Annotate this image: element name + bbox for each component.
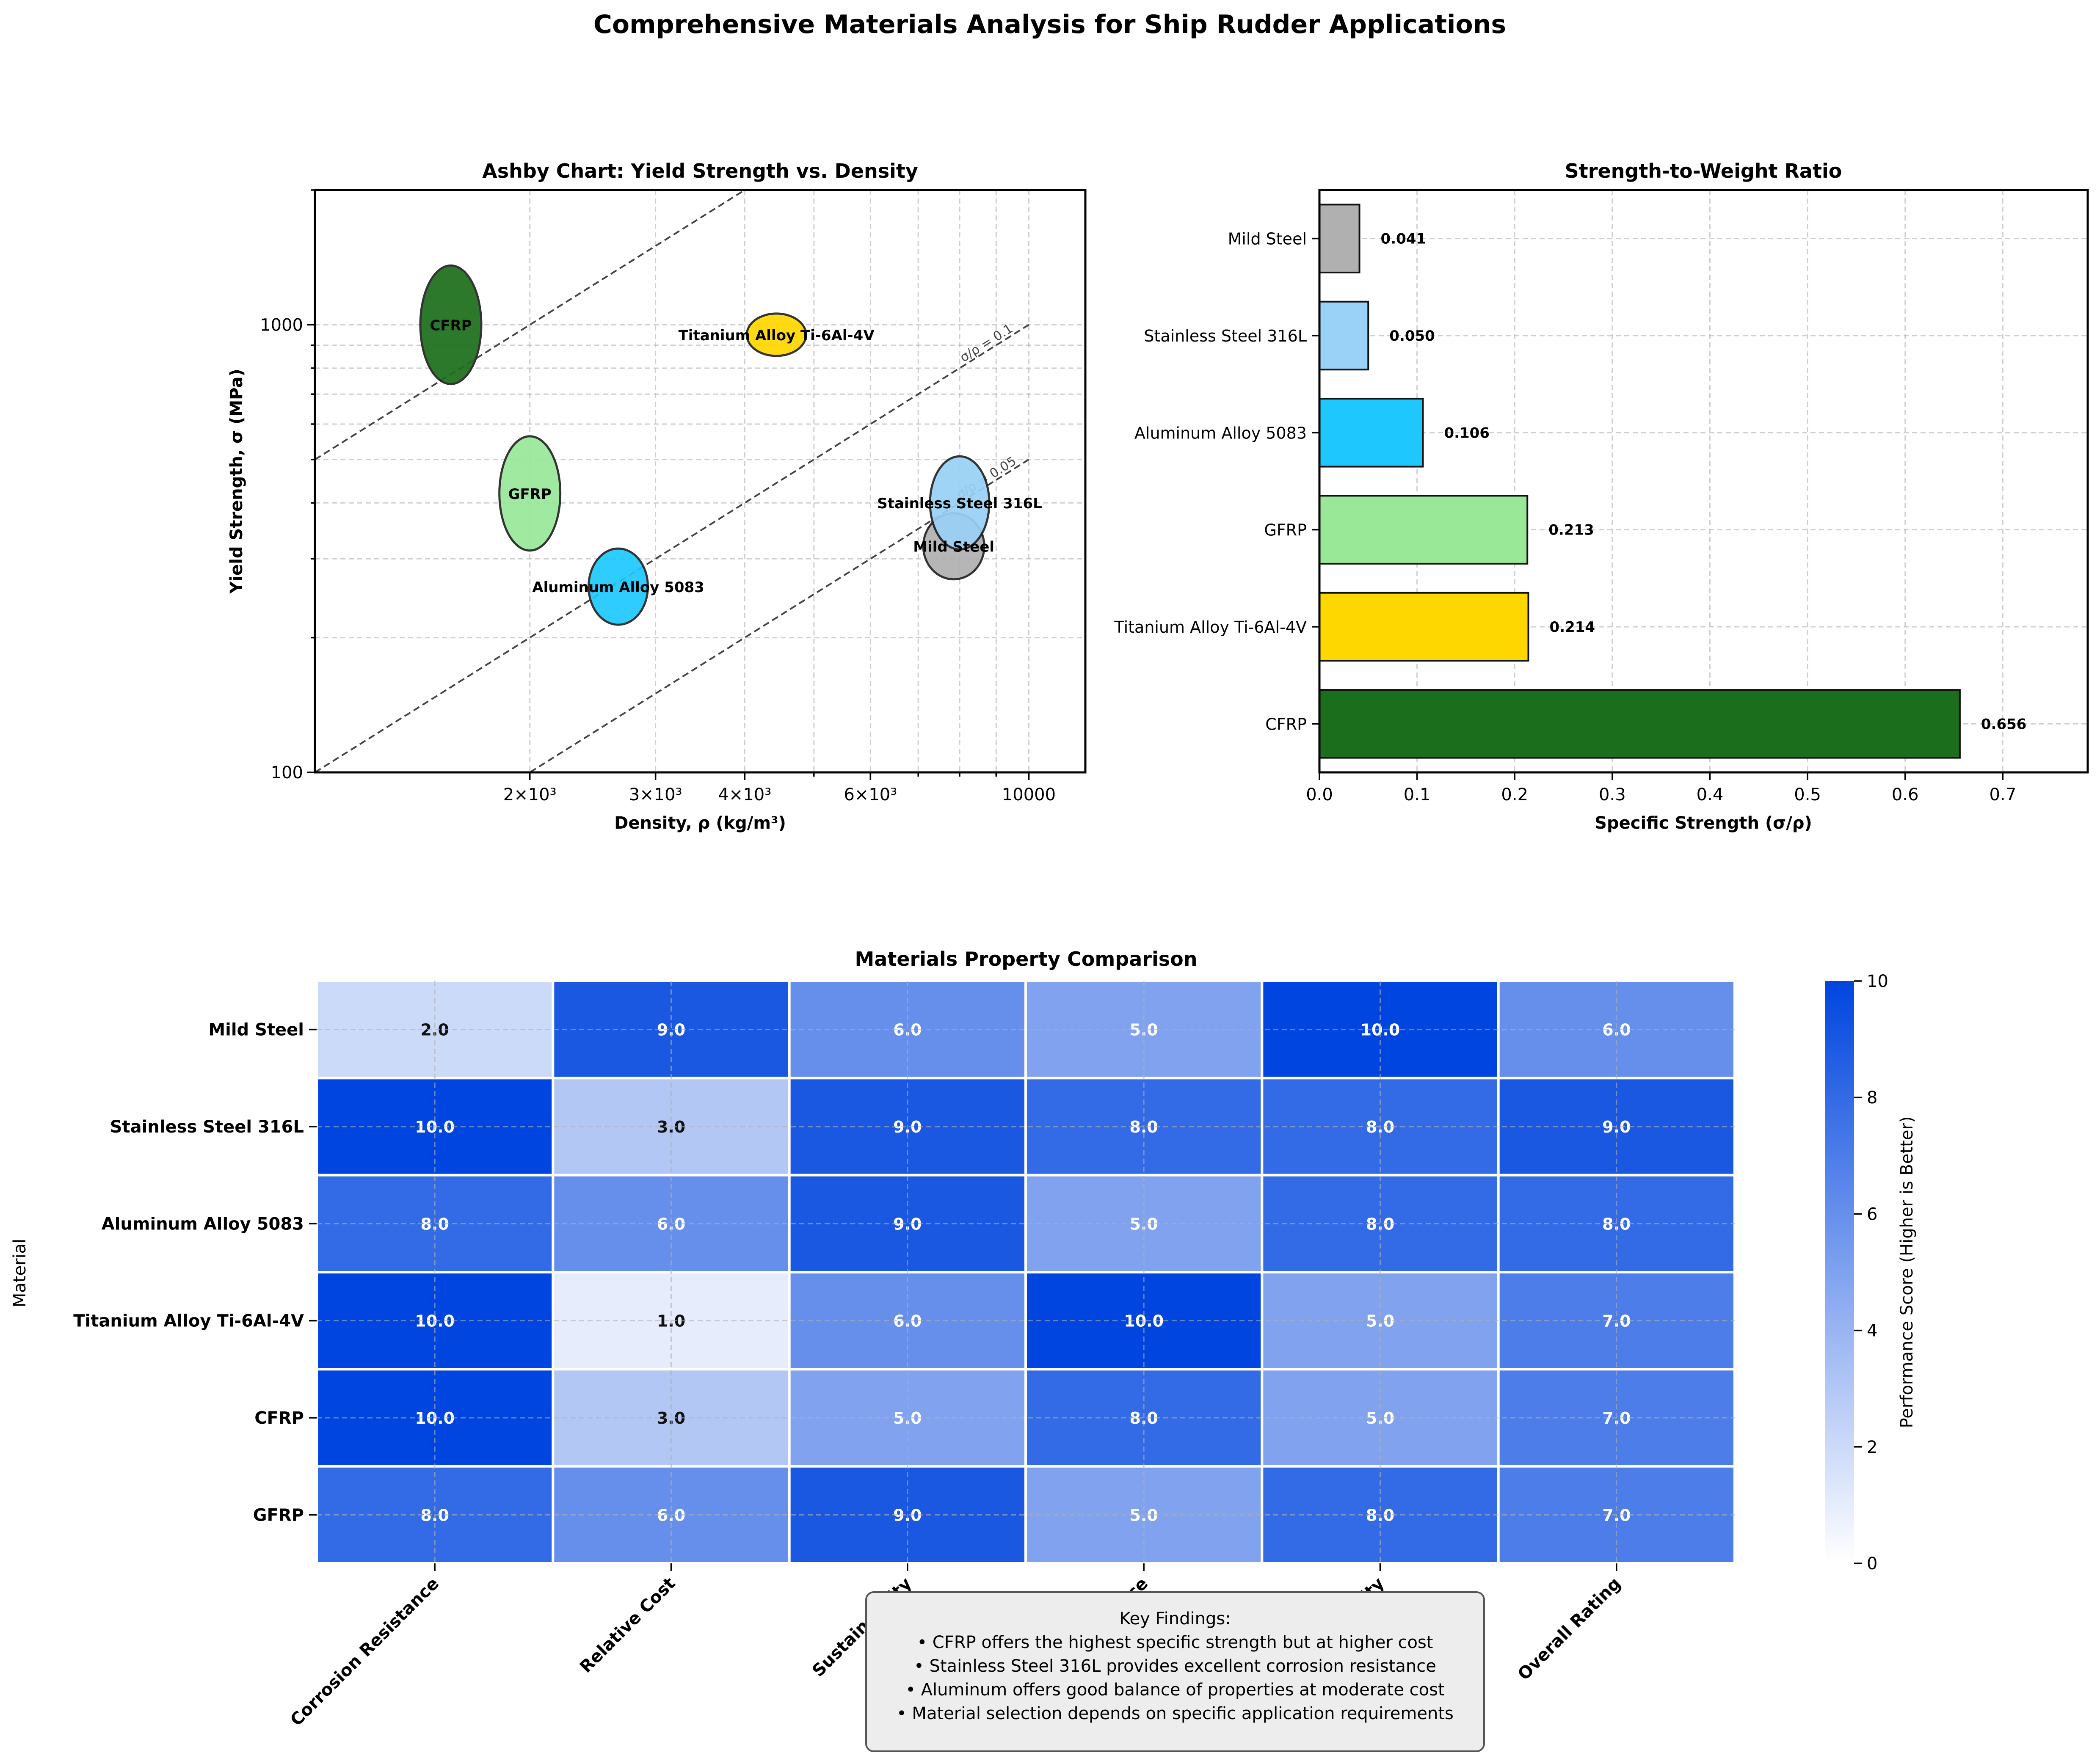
colorbar-tick-label: 2 [1867, 1438, 1877, 1457]
ashby-y-axis-label: Yield Strength, σ (MPa) [227, 369, 246, 594]
colorbar-gradient [1825, 981, 1854, 1563]
bar-category-label: Mild Steel [1228, 230, 1307, 248]
bar-aluminum-alloy-5083 [1319, 398, 1424, 468]
bar-value-label: 0.041 [1381, 231, 1427, 248]
bar-titanium-alloy-ti-6al-4v [1319, 592, 1529, 662]
heatmap-row-label: CFRP [254, 1408, 304, 1428]
property-heatmap: Materials Property Comparison 2.0 9.0 6.0 5… [10, 948, 1917, 1730]
bar-x-tick-label: 0.1 [1404, 785, 1431, 805]
bar-x-tick-label: 0.7 [1990, 785, 2017, 805]
ashby-guide-label: σ/ρ = 0.1 [958, 321, 1016, 365]
ashby-point-gfrp [498, 435, 562, 552]
key-finding-3: • Aluminum offers good balance of proper… [905, 1680, 1444, 1700]
bar-x-tick-label: 0.2 [1501, 785, 1528, 805]
bar-x-tick-label: 0.5 [1794, 785, 1821, 805]
heatmap-row-label: Titanium Alloy Ti-6Al-4V [73, 1312, 304, 1331]
bar-category-label: CFRP [1265, 715, 1307, 733]
ashby-y-tick-label: 100 [271, 763, 303, 783]
ashby-point-aluminum-alloy-5083 [588, 547, 649, 626]
ashby-point-label: Stainless Steel 316L [877, 495, 1042, 512]
bar-x-axis-label: Specific Strength (σ/ρ) [1595, 813, 1812, 833]
bar-mild-steel [1319, 204, 1360, 273]
figure-title: Comprehensive Materials Analysis for Shi… [593, 10, 1506, 39]
bar-category-label: Aluminum Alloy 5083 [1134, 424, 1307, 442]
ashby-y-tick-label: 1000 [260, 315, 303, 335]
ashby-x-axis-label: Density, ρ (kg/m³) [614, 813, 786, 833]
ashby-plot-frame [314, 189, 1087, 774]
bar-value-label: 0.106 [1444, 424, 1490, 441]
ashby-x-tick-label: 6×10³ [844, 785, 897, 805]
bar-category-label: Stainless Steel 316L [1144, 327, 1307, 345]
colorbar-tick-label: 10 [1867, 972, 1888, 991]
heatmap-row-label: Mild Steel [208, 1020, 304, 1040]
ashby-guide-line [528, 459, 1029, 772]
bar-category-label: Titanium Alloy Ti-6Al-4V [1114, 618, 1307, 637]
heatmap-column-label: Corrosion Resistance [287, 1574, 443, 1730]
key-findings-box: Key Findings: • CFRP offers the highest … [865, 1591, 1485, 1752]
ashby-guide-line [315, 190, 747, 460]
bar-x-tick-label: 0.3 [1599, 785, 1626, 805]
colorbar-label: Performance Score (Higher is Better) [1897, 1116, 1917, 1428]
ashby-point-label: Aluminum Alloy 5083 [532, 579, 704, 596]
colorbar-tick-label: 8 [1867, 1088, 1877, 1108]
bar-value-label: 0.213 [1548, 522, 1594, 539]
heatmap-row-label: GFRP [253, 1505, 304, 1525]
ashby-point-stainless-steel-316l [929, 455, 991, 551]
bar-gfrp [1319, 495, 1529, 565]
key-findings-background [865, 1591, 1485, 1752]
key-findings-heading: Key Findings: [1119, 1609, 1231, 1629]
bar-x-tick-label: 0.6 [1892, 785, 1919, 805]
heatmap-column-label: Overall Rating [1514, 1574, 1625, 1684]
ashby-point-label: Mild Steel [913, 539, 994, 556]
ashby-point-label: GFRP [508, 486, 552, 503]
bar-value-label: 0.656 [1981, 716, 2027, 733]
bar-value-label: 0.214 [1550, 619, 1595, 636]
ashby-point-titanium-alloy-ti-6al-4v [745, 312, 807, 357]
ashby-point-label: Titanium Alloy Ti-6Al-4V [679, 327, 875, 344]
heatmap-row-label: Stainless Steel 316L [110, 1117, 304, 1137]
bar-stainless-steel-316l [1319, 300, 1369, 371]
colorbar-tick-label: 4 [1867, 1321, 1877, 1341]
bar-plot-frame [1318, 189, 2089, 774]
heatmap-column-label: Relative Cost [576, 1574, 679, 1677]
ashby-x-tick-label: 2×10³ [503, 785, 557, 805]
bar-chart-title: Strength-to-Weight Ratio [1565, 160, 1842, 182]
bar-x-tick-label: 0.0 [1306, 785, 1333, 805]
ashby-x-tick-label: 4×10³ [718, 785, 771, 805]
bar-category-label: GFRP [1264, 521, 1307, 540]
ashby-point-label: CFRP [430, 317, 472, 334]
ashby-x-tick-label: 3×10³ [629, 785, 682, 805]
ashby-chart: Ashby Chart: Yield Strength vs. Density … [227, 160, 1087, 833]
colorbar: 0 2 4 6 8 10 Performance Score (Higher is Bet… [1825, 972, 1917, 1574]
strength-weight-chart: Strength-to-Weight Ratio 0.041 0.050 0.106… [1114, 160, 2089, 833]
colorbar-tick-label: 0 [1867, 1554, 1877, 1574]
ashby-x-tick-label: 10000 [1002, 785, 1056, 805]
ashby-guide-lines [315, 190, 1029, 772]
bar-value-label: 0.050 [1389, 328, 1435, 344]
bar-x-tick-label: 0.4 [1697, 785, 1724, 805]
ashby-guide-line [315, 324, 1029, 772]
colorbar-tick-label: 6 [1867, 1204, 1877, 1224]
ashby-point-cfrp [419, 264, 483, 385]
key-finding-1: • CFRP offers the highest specific stren… [917, 1633, 1433, 1652]
bar-cfrp [1319, 689, 1961, 759]
heatmap-title: Materials Property Comparison [855, 948, 1198, 970]
key-finding-2: • Stainless Steel 316L provides excellen… [914, 1656, 1436, 1676]
heatmap-y-axis-label: Material [10, 1239, 30, 1308]
key-finding-4: • Material selection depends on specific… [897, 1704, 1454, 1723]
ashby-title: Ashby Chart: Yield Strength vs. Density [482, 160, 918, 182]
heatmap-row-label: Aluminum Alloy 5083 [102, 1214, 304, 1234]
